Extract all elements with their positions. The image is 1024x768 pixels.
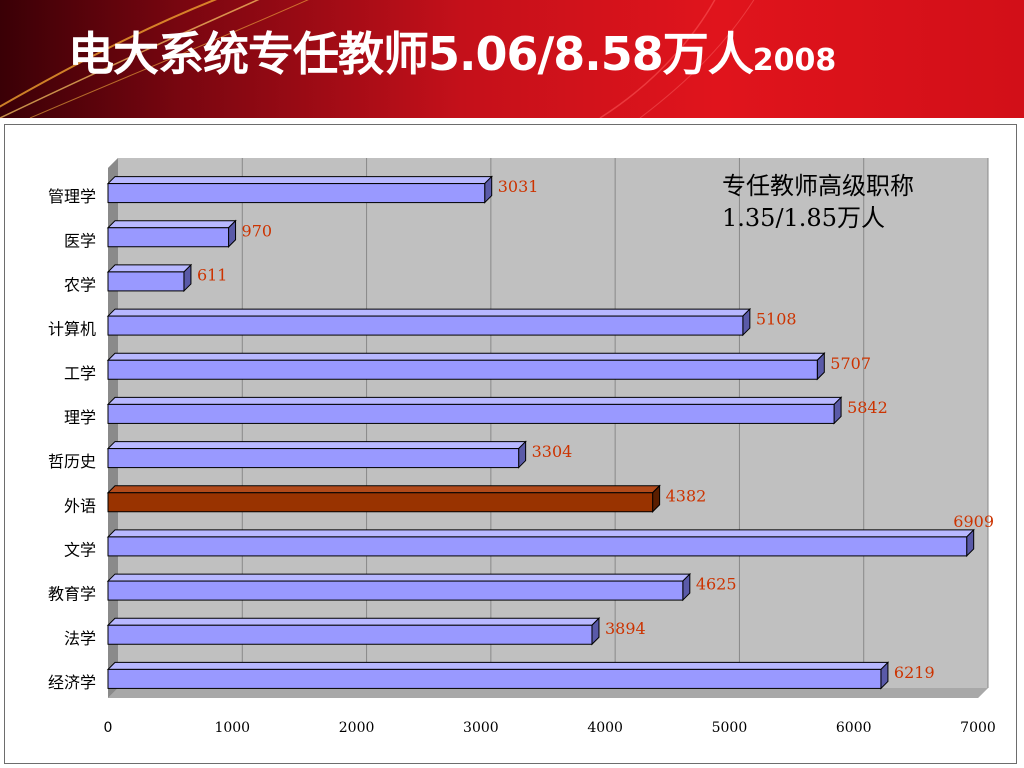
category-label: 管理学 (48, 187, 96, 206)
category-label: 法学 (64, 629, 96, 648)
data-label: 3031 (498, 177, 539, 196)
category-label: 理学 (64, 408, 96, 427)
data-label: 6219 (894, 663, 935, 682)
category-label: 教育学 (48, 585, 96, 604)
bar (107, 183, 486, 204)
bar (107, 227, 230, 248)
data-label: 4382 (666, 486, 707, 505)
slide-title: 电大系统专任教师5.06/8.58万人2008 (68, 24, 836, 91)
x-tick-label: 5000 (712, 720, 748, 736)
plot-area (108, 158, 988, 698)
bar (107, 448, 520, 469)
bar-top-face (106, 573, 692, 582)
bar-top-face (106, 485, 661, 494)
slide-title-year: 2008 (752, 43, 837, 78)
data-label: 5108 (756, 310, 797, 329)
category-label: 医学 (64, 231, 96, 250)
bar (107, 536, 968, 557)
bar-top-face (106, 617, 601, 626)
chart-annotation: 专任教师高级职称 1.35/1.85万人 (722, 170, 982, 234)
banner-swoosh-decoration (0, 0, 755, 118)
bar-top-face (106, 441, 527, 450)
data-label: 5707 (830, 354, 871, 373)
slide-title-main: 电大系统专任教师5.06/8.58万人 (68, 27, 754, 81)
category-label: 农学 (64, 275, 96, 294)
x-tick-label: 1000 (214, 720, 250, 736)
bar (107, 580, 684, 601)
category-label: 外语 (64, 496, 96, 515)
x-tick-label: 6000 (836, 720, 872, 736)
data-label: 611 (197, 265, 228, 284)
plot-side-wall (108, 158, 118, 698)
data-label: 970 (242, 221, 273, 240)
x-tick-label: 2000 (339, 720, 375, 736)
bar-top-face (106, 396, 843, 405)
bar-top-face (106, 661, 890, 670)
bar-top-face (106, 220, 237, 229)
bar (107, 359, 818, 380)
category-label: 工学 (64, 364, 96, 383)
x-tick-label: 4000 (587, 720, 623, 736)
category-label: 计算机 (48, 320, 96, 339)
bar-top-face (106, 529, 975, 538)
title-banner: 电大系统专任教师5.06/8.58万人2008 (0, 0, 1024, 118)
annotation-line-2: 1.35/1.85万人 (722, 204, 885, 232)
data-label: 5842 (847, 398, 888, 417)
data-label: 3894 (605, 619, 646, 638)
bar (107, 403, 835, 424)
category-label: 哲历史 (48, 452, 96, 471)
bar (107, 624, 593, 645)
bar-top-face (106, 308, 752, 317)
data-label: 6909 (953, 512, 994, 531)
plot-floor (108, 688, 988, 698)
bar-top-face (106, 264, 193, 273)
x-tick-label: 0 (104, 720, 113, 736)
annotation-line-1: 专任教师高级职称 (722, 172, 914, 200)
bar (107, 315, 744, 336)
bar (107, 668, 882, 689)
data-label: 4625 (696, 575, 737, 594)
category-label: 文学 (64, 540, 96, 559)
data-label: 3304 (532, 442, 573, 461)
bar (107, 271, 185, 292)
bar-top-face (106, 352, 826, 361)
category-label: 经济学 (48, 673, 96, 692)
bar-top-face (106, 176, 493, 185)
x-tick-label: 7000 (960, 720, 996, 736)
x-tick-label: 3000 (463, 720, 499, 736)
bar (107, 492, 654, 513)
